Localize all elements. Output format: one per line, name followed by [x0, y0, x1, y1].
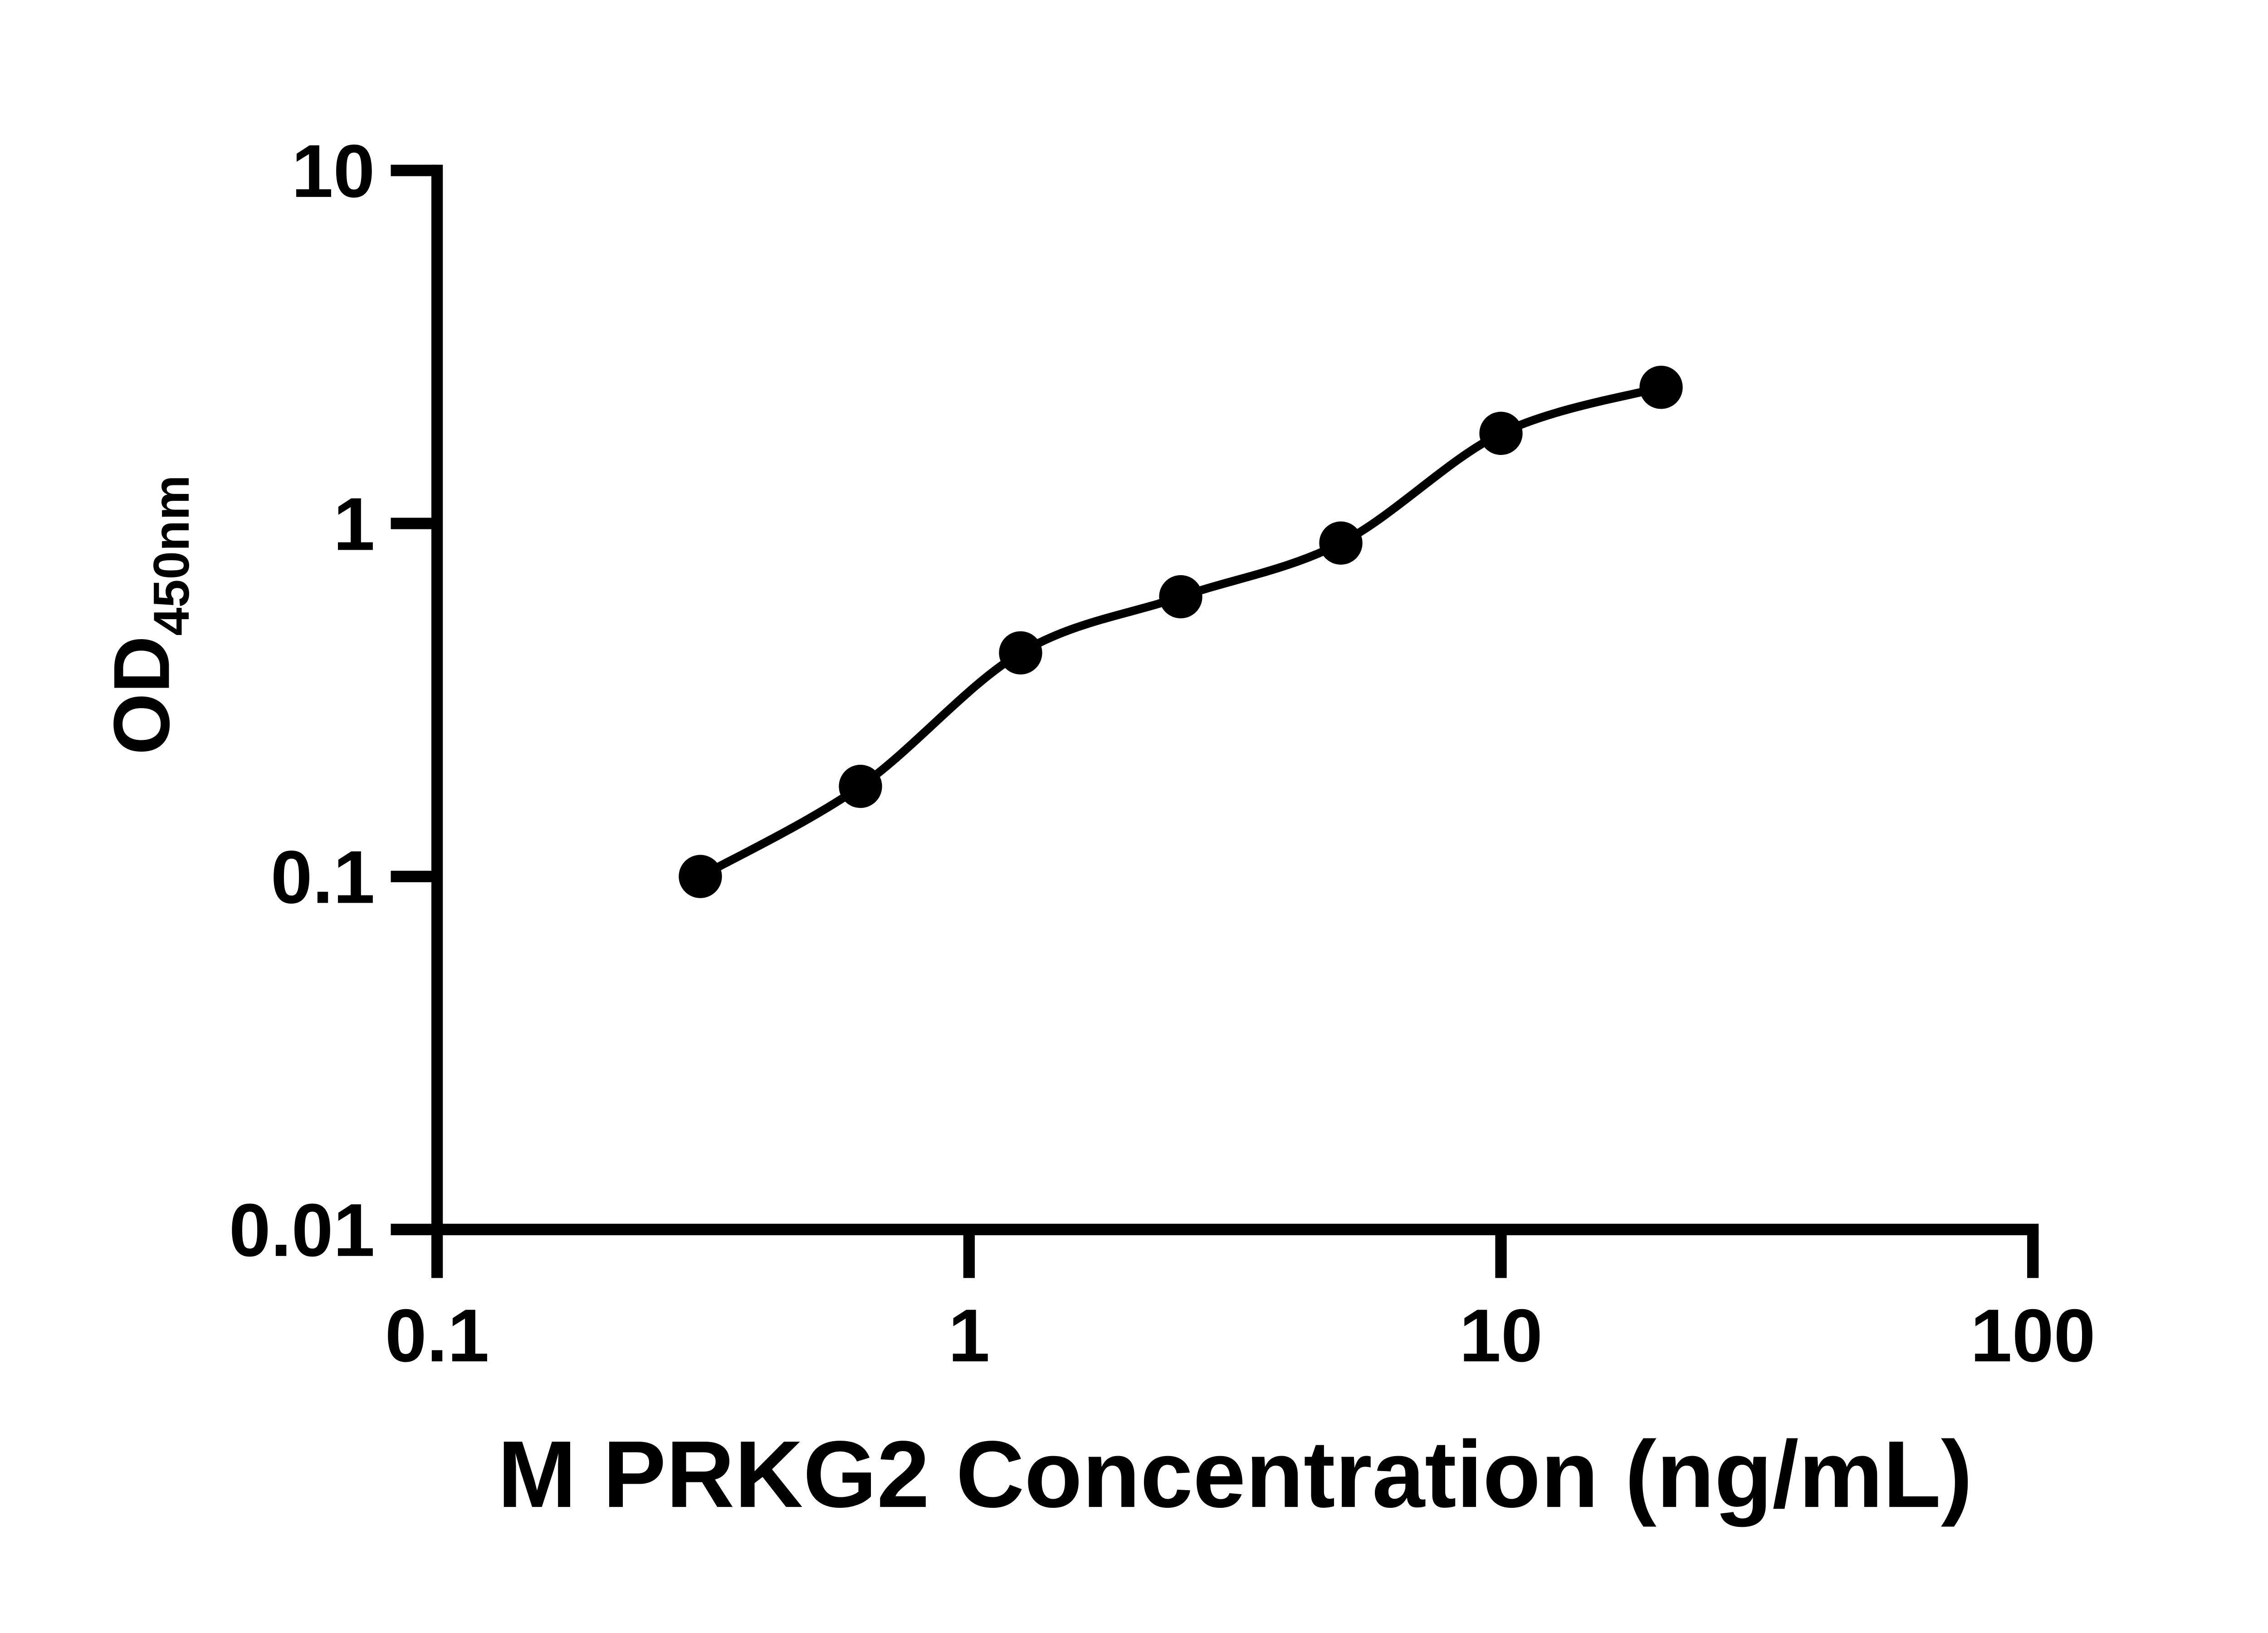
y-axis-title-main: OD [98, 636, 186, 755]
data-point [1479, 411, 1523, 455]
y-tick-label: 0.1 [271, 835, 375, 919]
x-axis-title: M PRKG2 Concentration (ng/mL) [498, 1422, 1973, 1527]
x-tick-label: 10 [1459, 1294, 1543, 1378]
x-tick-label: 100 [1970, 1294, 2096, 1378]
y-tick-label: 0.01 [229, 1188, 375, 1272]
y-axis-title: OD450nm [98, 475, 200, 755]
data-point [679, 855, 722, 898]
data-point [1319, 521, 1363, 565]
data-point [839, 764, 882, 808]
data-points [679, 365, 1683, 898]
y-axis-title-subscript: 450nm [143, 475, 200, 636]
y-tick-label: 1 [333, 482, 375, 566]
data-point [1159, 575, 1202, 618]
x-axis-tick-labels: 0.1 1 10 100 [385, 1294, 2096, 1378]
y-axis-ticks [391, 164, 437, 1235]
y-tick-label: 10 [292, 129, 375, 213]
x-tick-label: 0.1 [385, 1294, 489, 1378]
chart-background [0, 22, 2268, 1611]
data-point [999, 631, 1042, 675]
x-tick-label: 1 [948, 1294, 990, 1378]
data-point [1639, 365, 1683, 409]
y-axis-tick-labels: 10 1 0.1 0.01 [229, 129, 375, 1272]
x-axis-ticks [431, 1229, 2039, 1278]
